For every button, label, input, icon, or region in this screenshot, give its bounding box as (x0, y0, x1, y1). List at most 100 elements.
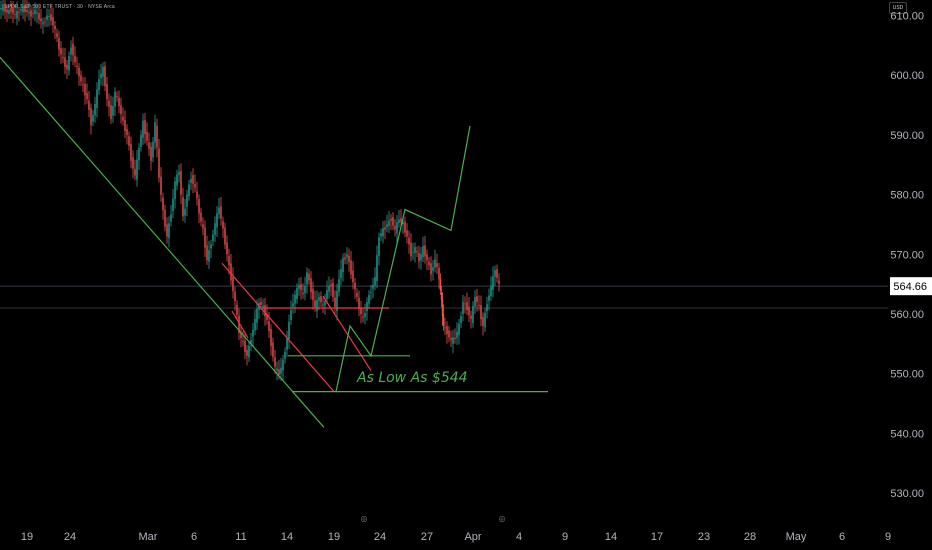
candle-body (308, 273, 310, 281)
candle-body (162, 197, 164, 211)
symbol-title: SPDR S&P 500 ETF TRUST · 30 · NYSE Arca (4, 4, 115, 10)
candle-body (298, 285, 300, 289)
candle-body (104, 66, 106, 87)
candle-body (296, 287, 298, 299)
x-tick-label: 24 (64, 531, 76, 543)
candle-body (424, 245, 426, 257)
current-price-box (890, 277, 932, 296)
candle-body (434, 259, 436, 268)
candle-body (110, 105, 112, 120)
candle-body (336, 290, 338, 311)
candle-body (438, 267, 440, 280)
candle-body (286, 337, 288, 350)
candle-body (42, 22, 44, 25)
candle-body (224, 227, 226, 245)
candle-body (116, 95, 118, 97)
candle-body (34, 9, 36, 14)
candle-body (272, 342, 274, 357)
candle-body (468, 306, 470, 316)
candle-body (122, 116, 124, 121)
candle-body (22, 5, 24, 13)
candle-body (354, 282, 356, 290)
x-tick-label: 9 (562, 531, 568, 543)
candle-body (444, 327, 446, 329)
x-tick-label: 6 (191, 531, 197, 543)
candle-body (334, 297, 336, 307)
x-tick-label: 6 (839, 531, 845, 543)
candle-body (120, 105, 122, 115)
candle-body (50, 14, 52, 21)
candle-body (382, 228, 384, 237)
candle-body (276, 368, 278, 371)
y-tick-label: 580.00 (890, 190, 924, 202)
candle-body (202, 224, 204, 229)
candle-body (10, 8, 12, 12)
candle-body (388, 220, 390, 226)
candle-body (230, 263, 232, 281)
candle-body (112, 106, 114, 116)
candle-body (342, 258, 344, 273)
candle-body (460, 316, 462, 324)
candle-body (294, 295, 296, 304)
candle-body (364, 313, 366, 318)
candle-body (350, 260, 352, 275)
candle-body (82, 84, 84, 85)
candle-body (332, 282, 334, 298)
candle-body (136, 159, 138, 180)
candle-body (182, 197, 184, 217)
price-axis[interactable]: 610.00 600.00 590.00 580.00 570.00 560.00 550.… (890, 11, 932, 501)
candle-body (78, 67, 80, 77)
candle-body (450, 337, 452, 340)
candle-body (492, 276, 494, 291)
x-tick-label: 28 (744, 531, 756, 543)
candle-body (200, 212, 202, 222)
candle-body (66, 64, 68, 70)
candle-body (178, 171, 180, 176)
candle-body (494, 270, 496, 277)
candle-body (32, 12, 34, 14)
candle-body (100, 73, 102, 79)
candle-body (448, 330, 450, 338)
candle-body (262, 305, 264, 308)
candle-body (144, 120, 146, 135)
candle-body (76, 66, 78, 68)
candle-body (368, 295, 370, 304)
time-axis[interactable]: 19 24 Mar 6 11 14 19 24 27 Apr 4 9 14 17 23 28 May 6 9 ◎ ◎ (21, 514, 891, 543)
candle-body (98, 79, 100, 91)
candle-body (172, 198, 174, 212)
candle-body (168, 223, 170, 238)
y-tick-label: 540.00 (890, 428, 924, 440)
candle-body (38, 13, 40, 20)
candle-body (150, 146, 152, 161)
candle-body (464, 303, 466, 305)
candle-body (404, 221, 406, 233)
candle-body (140, 134, 142, 147)
candle-body (242, 340, 244, 342)
candle-body (238, 315, 240, 333)
candle-body (20, 9, 22, 11)
candle-body (428, 261, 430, 266)
candle-body (206, 245, 208, 261)
candle-body (400, 218, 402, 222)
candle-body (186, 194, 188, 207)
candle-body (46, 15, 48, 20)
trendline-main-downtrend (0, 56, 325, 428)
candle-body (278, 369, 280, 375)
candle-body (60, 48, 62, 55)
currency-badge[interactable]: USD (889, 2, 907, 14)
candle-body (0, 8, 2, 10)
x-tick-label: 14 (605, 531, 617, 543)
candle-body (310, 278, 312, 293)
candle-body (176, 174, 178, 186)
session-marker-icon: ◎ (361, 514, 368, 523)
candle-body (470, 315, 472, 319)
candle-body (252, 329, 254, 337)
candle-body (386, 224, 388, 228)
candle-body (132, 157, 134, 169)
candle-body (2, 4, 4, 11)
candles (0, 0, 500, 381)
session-marker-icon: ◎ (499, 514, 506, 523)
candle-body (322, 304, 324, 306)
candle-body (380, 233, 382, 237)
